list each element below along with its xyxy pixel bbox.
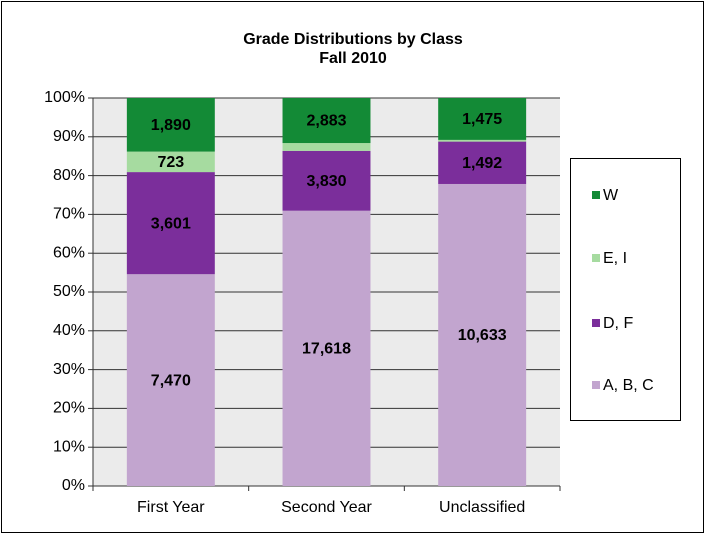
bar-segment [282,143,371,151]
bar-segment [282,150,371,211]
y-tick-label: 10% [53,438,85,455]
legend-label: A, B, C [603,377,654,394]
data-label: 1,475 [462,111,502,128]
legend-swatch [592,254,600,262]
y-tick-label: 20% [53,400,85,417]
bar-segment [126,98,215,152]
legend-swatch [592,191,600,199]
y-tick-label: 0% [62,477,85,494]
legend-label: W [603,187,619,204]
data-label: 3,830 [306,173,346,190]
bar-segment [438,139,527,142]
bar-segment [126,274,215,486]
legend-label: D, F [603,315,633,332]
chart-title: Grade Distributions by Class [243,31,463,48]
bar-segment [282,98,371,144]
chart-subtitle: Fall 2010 [319,50,387,67]
bar-segment [438,141,527,184]
y-tick-label: 40% [53,322,85,339]
y-tick-label: 100% [44,89,85,106]
bar-segment [126,172,215,275]
bar-segment [438,98,527,140]
legend [570,158,681,421]
data-label: 1,492 [462,155,502,172]
y-tick-label: 80% [53,167,85,184]
data-label: 723 [157,154,184,171]
x-tick-label: Second Year [281,499,372,516]
data-label: 1,890 [151,117,191,134]
data-label: 10,633 [458,327,507,344]
y-tick-label: 30% [53,361,85,378]
y-tick-label: 50% [53,283,85,300]
data-label: 17,618 [302,341,351,358]
data-label: 7,470 [151,372,191,389]
bar-segment [126,151,215,173]
bar-segment [282,210,371,487]
data-label: 3,601 [151,215,191,232]
x-tick-label: First Year [137,499,205,516]
legend-label: E, I [603,250,627,267]
legend-swatch [592,319,600,327]
bar-segment [438,183,527,487]
legend-swatch [592,381,600,389]
y-tick-label: 60% [53,244,85,261]
data-label: 2,883 [306,113,346,130]
y-tick-label: 90% [53,128,85,145]
x-tick-label: Unclassified [439,499,525,516]
y-tick-label: 70% [53,206,85,223]
